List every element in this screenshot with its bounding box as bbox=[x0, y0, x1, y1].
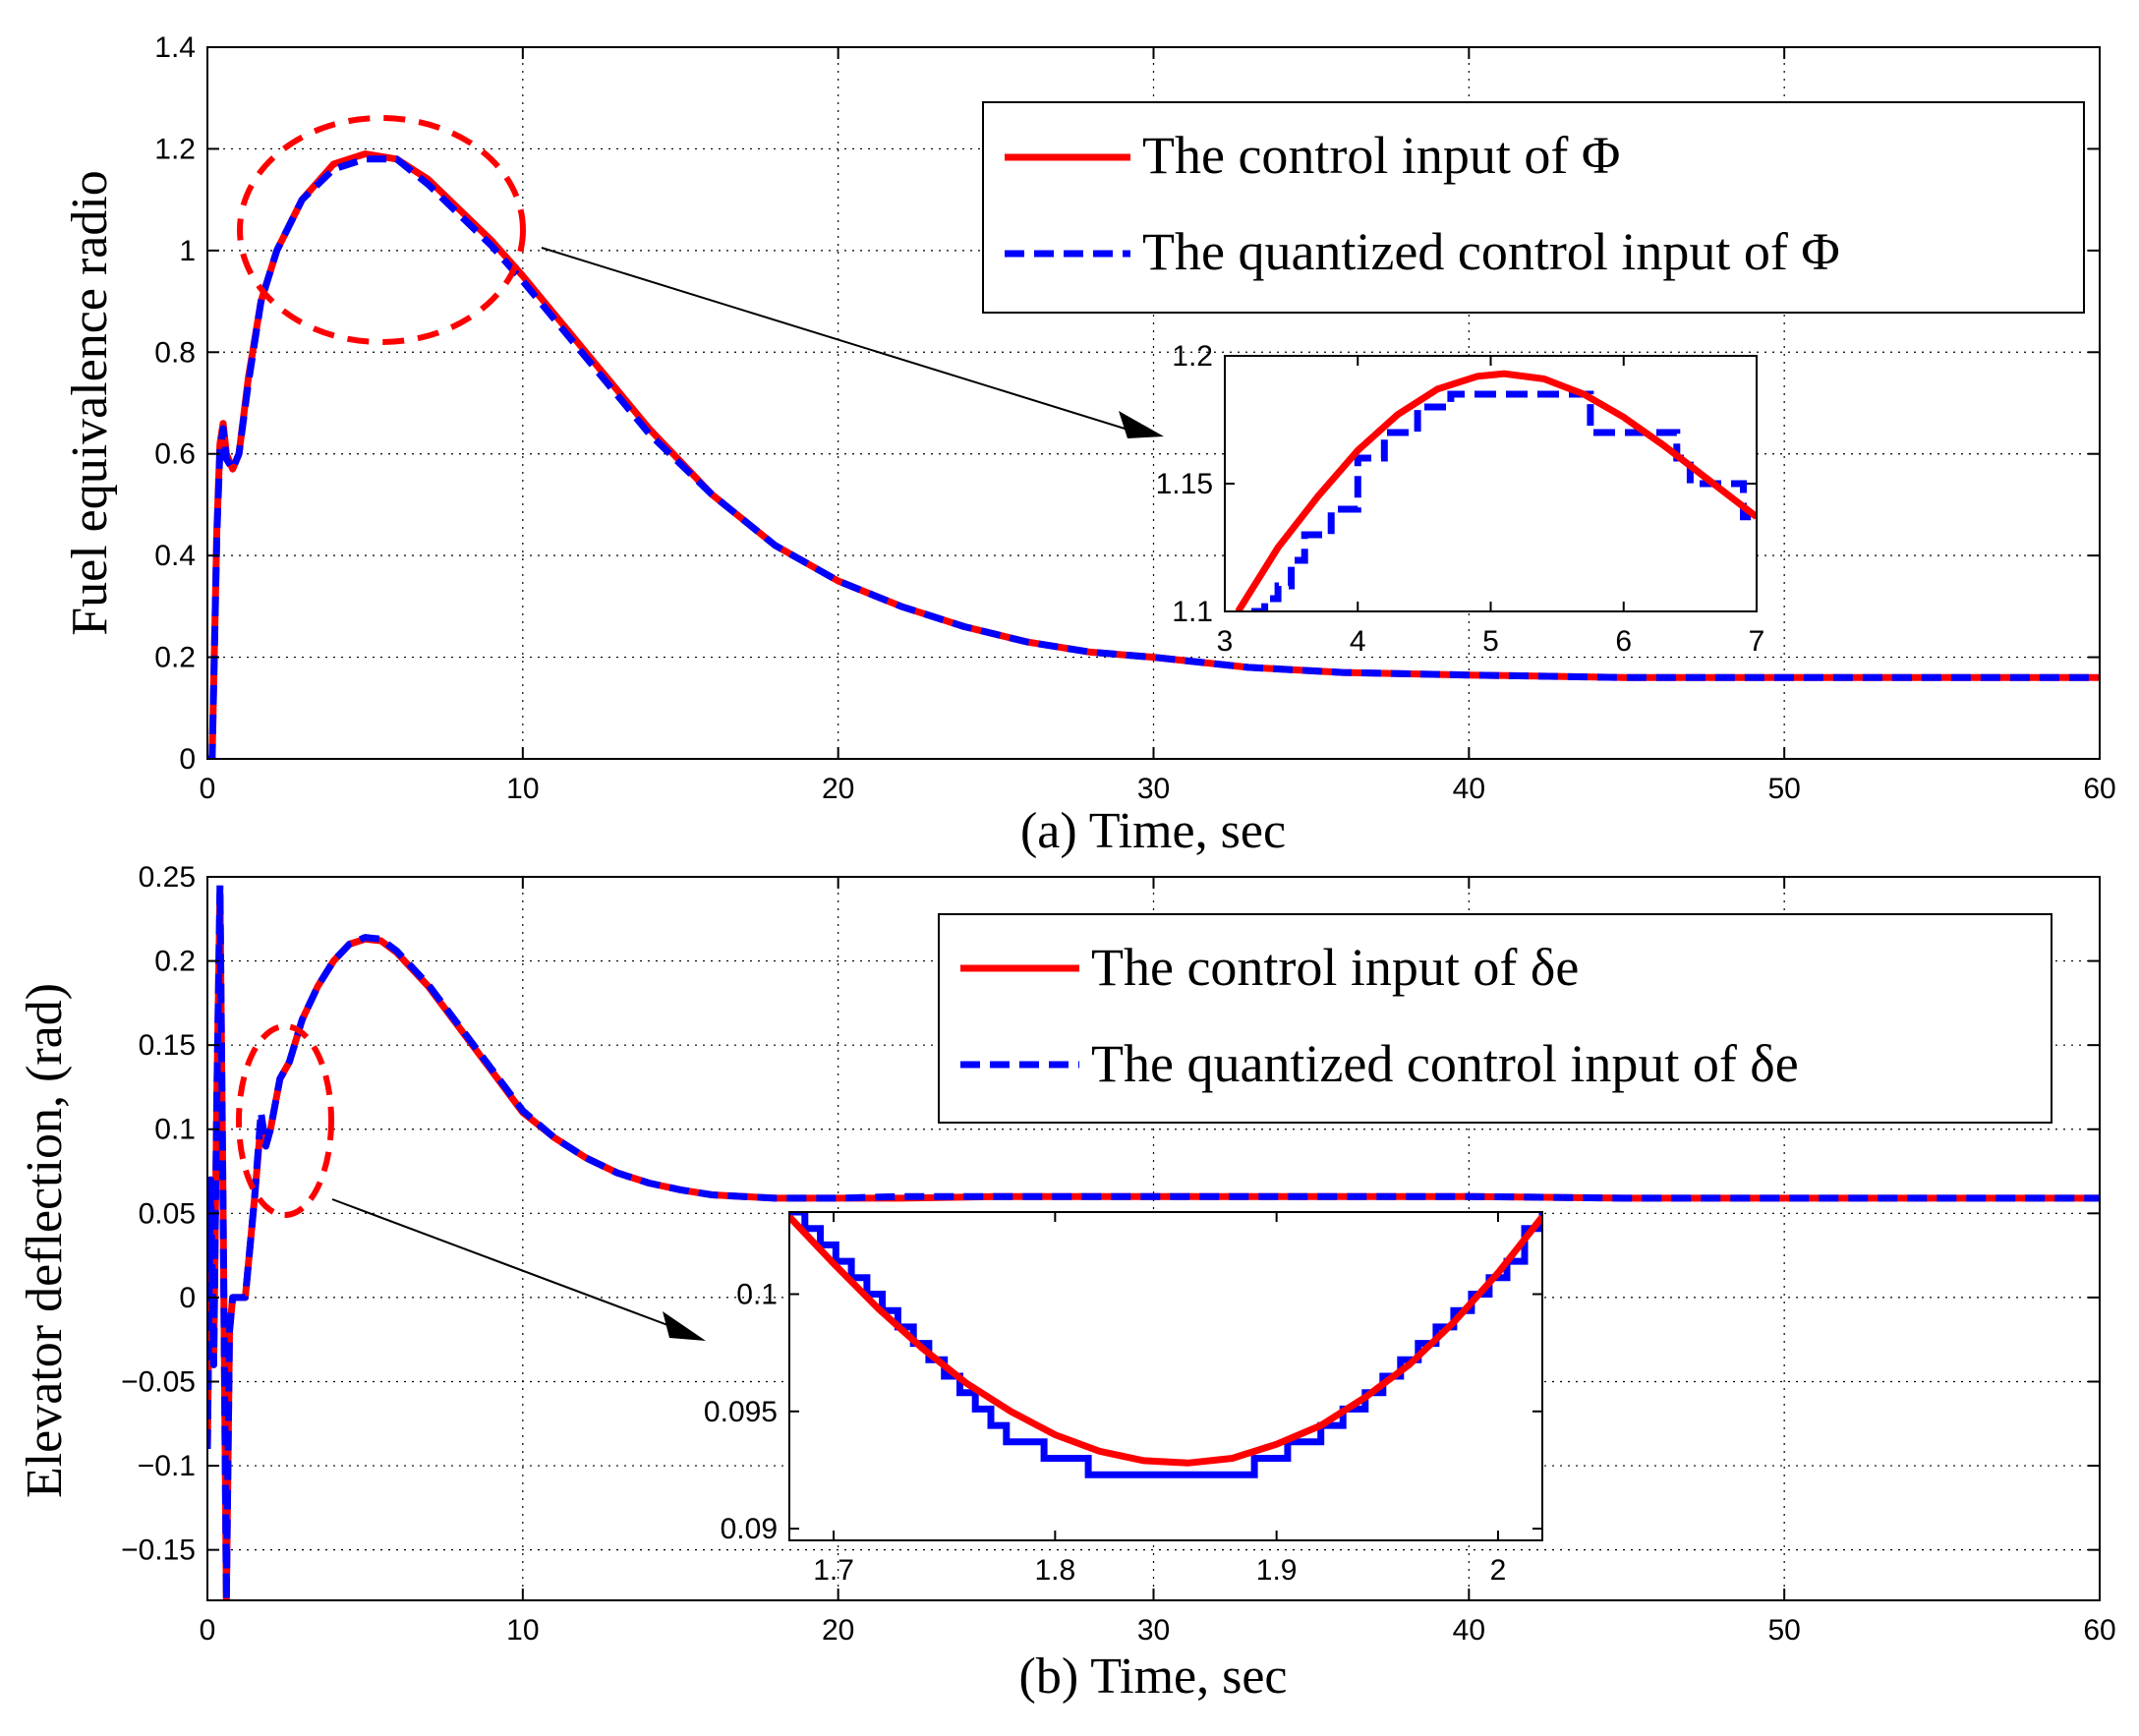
panel-a-ylabel: Fuel equivalence radio bbox=[62, 170, 118, 636]
panel-b-legend-label-1: The control input of δe bbox=[1091, 938, 1579, 997]
panel-b-inset-box bbox=[788, 1211, 1543, 1541]
x-tick-label: 50 bbox=[1767, 1614, 1800, 1647]
inset-x-tick-label: 5 bbox=[1482, 625, 1499, 658]
panel-b-zoom-arrow bbox=[331, 1198, 679, 1330]
y-tick-label: −0.05 bbox=[121, 1365, 196, 1398]
y-tick-label: 0.2 bbox=[154, 946, 196, 978]
x-tick-label: 20 bbox=[822, 773, 854, 805]
inset-y-tick-label: 0.1 bbox=[736, 1279, 778, 1311]
inset-y-tick-label: 0.09 bbox=[721, 1513, 778, 1545]
panel-a-legend: The control input of Φ The quantized con… bbox=[982, 101, 2085, 314]
y-tick-label: 0 bbox=[179, 1282, 196, 1314]
panel-a-inset-ticks: 3 4 5 6 7 1.1 1.15 1.2 bbox=[1156, 340, 1765, 658]
panel-b-inset-series bbox=[789, 1212, 1542, 1478]
panel-a-series bbox=[207, 150, 2100, 759]
inset-x-tick-label: 2 bbox=[1490, 1554, 1507, 1587]
y-tick-label: 0 bbox=[179, 743, 196, 776]
y-tick-label: 0.25 bbox=[139, 861, 196, 894]
x-tick-label: 30 bbox=[1137, 1614, 1170, 1647]
panel-b-ticks: 0 10 20 30 40 50 60 −0.15 −0.1 −0.05 0 0.05 0.1 0.15 0… bbox=[121, 861, 2116, 1647]
inset-x-tick-label: 4 bbox=[1350, 625, 1366, 658]
x-tick-label: 50 bbox=[1767, 773, 1800, 805]
panel-a: 0 10 20 30 40 50 60 0 0.2 0.4 0.6 0.8 1 1.2 1.4 Fuel e… bbox=[62, 31, 2116, 859]
inset-y-tick-label: 1.15 bbox=[1156, 468, 1213, 500]
y-tick-label: 1.4 bbox=[154, 31, 196, 64]
inset-x-tick-label: 7 bbox=[1749, 625, 1765, 658]
x-tick-label: 60 bbox=[2083, 1614, 2115, 1647]
inset-series-control-input bbox=[1235, 370, 1757, 611]
panel-a-legend-label-1: The control input of Φ bbox=[1142, 126, 1620, 185]
panel-a-legend-box bbox=[982, 101, 2085, 314]
panel-a-xlabel: (a) Time, sec bbox=[1020, 803, 1286, 859]
y-tick-label: 0.6 bbox=[154, 438, 196, 471]
panel-b-zoom-arrowhead bbox=[663, 1311, 706, 1341]
x-tick-label: 40 bbox=[1453, 773, 1485, 805]
panel-a-zoom-ellipse bbox=[237, 115, 526, 345]
inset-x-tick-label: 1.7 bbox=[813, 1554, 854, 1587]
panel-b-inset-ticks: 1.7 1.8 1.9 2 0.09 0.095 0.1 bbox=[704, 1212, 1542, 1587]
x-tick-label: 30 bbox=[1137, 773, 1170, 805]
x-tick-label: 20 bbox=[822, 1614, 854, 1647]
inset-x-tick-label: 1.9 bbox=[1256, 1554, 1298, 1587]
y-tick-label: −0.1 bbox=[138, 1450, 196, 1482]
panel-a-zoom-arrow bbox=[541, 247, 1135, 433]
inset-x-tick-label: 6 bbox=[1615, 625, 1632, 658]
panel-a-inset: 3 4 5 6 7 1.1 1.15 1.2 bbox=[1156, 340, 1765, 658]
panel-b-ylabel: Elevator deflection, (rad) bbox=[17, 983, 73, 1498]
inset-series-control-input bbox=[789, 1214, 1542, 1467]
panel-a-zoom-arrowhead bbox=[1119, 411, 1164, 438]
x-tick-label: 60 bbox=[2083, 773, 2115, 805]
panel-b-legend-box bbox=[938, 913, 2052, 1124]
series-quantized-input bbox=[207, 155, 2100, 759]
x-tick-label: 10 bbox=[506, 773, 539, 805]
series-quantized-input bbox=[207, 882, 2100, 1600]
x-tick-label: 0 bbox=[200, 773, 216, 805]
panel-b-legend: The control input of δe The quantized co… bbox=[938, 913, 2052, 1124]
panel-b-xlabel: (b) Time, sec bbox=[1019, 1649, 1288, 1705]
y-tick-label: −0.15 bbox=[121, 1534, 196, 1567]
y-tick-label: 1.2 bbox=[154, 133, 196, 165]
inset-y-tick-label: 0.095 bbox=[704, 1396, 778, 1428]
x-tick-label: 0 bbox=[200, 1614, 216, 1647]
y-tick-label: 0.05 bbox=[139, 1197, 196, 1230]
y-tick-label: 0.8 bbox=[154, 336, 196, 369]
panel-b-series bbox=[207, 882, 2100, 1600]
y-tick-label: 0.4 bbox=[154, 540, 196, 572]
panel-a-inset-bg bbox=[1225, 356, 1757, 611]
inset-y-tick-label: 1.2 bbox=[1172, 340, 1213, 373]
panel-b-inset: 1.7 1.8 1.9 2 0.09 0.095 0.1 bbox=[704, 1211, 1543, 1587]
x-tick-label: 40 bbox=[1453, 1614, 1485, 1647]
y-tick-label: 1 bbox=[179, 235, 196, 267]
panel-a-ticks: 0 10 20 30 40 50 60 0 0.2 0.4 0.6 0.8 1 1.2 1.4 bbox=[154, 31, 2115, 805]
y-tick-label: 0.2 bbox=[154, 642, 196, 674]
panel-b-inset-bg bbox=[789, 1212, 1542, 1540]
inset-series-quantized-input bbox=[1251, 390, 1757, 611]
panel-a-legend-label-2: The quantized control input of Φ bbox=[1142, 222, 1840, 281]
panel-b-legend-label-2: The quantized control input of δe bbox=[1091, 1034, 1799, 1093]
inset-x-tick-label: 3 bbox=[1217, 625, 1234, 658]
inset-y-tick-label: 1.1 bbox=[1172, 596, 1213, 628]
inset-x-tick-label: 1.8 bbox=[1034, 1554, 1075, 1587]
y-tick-label: 0.1 bbox=[154, 1114, 196, 1146]
x-tick-label: 10 bbox=[506, 1614, 539, 1647]
panel-b-zoom-ellipse bbox=[236, 1023, 334, 1218]
panel-b: 0 10 20 30 40 50 60 −0.15 −0.1 −0.05 0 0.05 0.1 0.15 0… bbox=[17, 861, 2116, 1705]
y-tick-label: 0.15 bbox=[139, 1029, 196, 1062]
panel-a-inset-series bbox=[1235, 370, 1757, 611]
